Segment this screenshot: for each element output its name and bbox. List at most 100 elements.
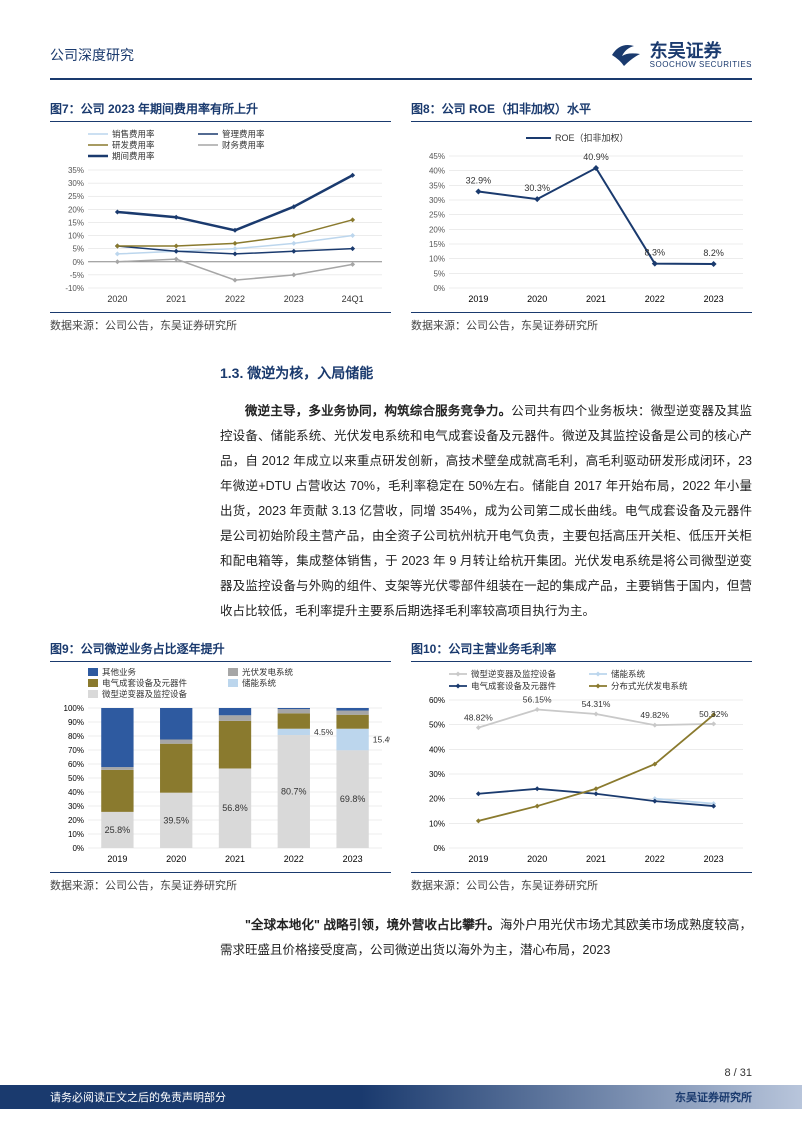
- svg-text:0%: 0%: [433, 284, 445, 293]
- svg-text:微型逆变器及监控设备: 微型逆变器及监控设备: [102, 689, 188, 699]
- svg-text:电气成套设备及元器件: 电气成套设备及元器件: [471, 681, 557, 691]
- svg-text:10%: 10%: [429, 819, 445, 828]
- svg-text:2023: 2023: [343, 854, 363, 864]
- svg-text:48.82%: 48.82%: [464, 713, 493, 723]
- svg-text:5%: 5%: [72, 245, 84, 254]
- svg-text:30%: 30%: [68, 802, 84, 811]
- figure-10: 图10：公司主营业务毛利率 微型逆变器及监控设备 储能系统电气成套设备及元器件 分布…: [411, 640, 752, 893]
- svg-text:90%: 90%: [68, 718, 84, 727]
- svg-text:56.15%: 56.15%: [523, 694, 552, 704]
- svg-text:25.8%: 25.8%: [105, 825, 131, 835]
- svg-text:光伏发电系统: 光伏发电系统: [242, 668, 294, 677]
- brand-logo: 东吴证券 SOOCHOW SECURITIES: [610, 40, 752, 70]
- svg-text:8.2%: 8.2%: [703, 248, 724, 258]
- figure-10-source: 数据来源：公司公告，东吴证券研究所: [411, 872, 752, 893]
- svg-text:56.8%: 56.8%: [222, 803, 248, 813]
- svg-text:储能系统: 储能系统: [242, 678, 277, 688]
- svg-text:24Q1: 24Q1: [342, 294, 364, 304]
- svg-text:35%: 35%: [68, 166, 84, 175]
- svg-text:0%: 0%: [72, 258, 84, 267]
- figure-10-title: 图10：公司主营业务毛利率: [411, 640, 752, 662]
- svg-text:管理费用率: 管理费用率: [222, 129, 265, 139]
- svg-text:2020: 2020: [527, 854, 547, 864]
- svg-text:期间费用率: 期间费用率: [112, 151, 155, 161]
- svg-text:30%: 30%: [68, 179, 84, 188]
- svg-text:财务费用率: 财务费用率: [222, 140, 265, 150]
- svg-text:0%: 0%: [433, 844, 445, 853]
- brand-name-cn: 东吴证券: [650, 42, 752, 60]
- svg-text:80.7%: 80.7%: [281, 787, 307, 797]
- svg-text:2022: 2022: [645, 854, 665, 864]
- svg-text:其他业务: 其他业务: [102, 668, 137, 677]
- footer-disclaimer: 请务必阅读正文之后的免责声明部分: [50, 1089, 226, 1105]
- svg-text:ROE（扣非加权）: ROE（扣非加权）: [555, 132, 629, 143]
- svg-text:60%: 60%: [68, 760, 84, 769]
- svg-text:20%: 20%: [429, 795, 445, 804]
- svg-text:-10%: -10%: [65, 284, 84, 293]
- svg-text:20%: 20%: [68, 205, 84, 214]
- section-1-3-para-1: 微逆主导，多业务协同，构筑综合服务竞争力。公司共有四个业务板块：微型逆变器及其监…: [220, 399, 752, 624]
- svg-text:20%: 20%: [68, 816, 84, 825]
- svg-text:2022: 2022: [284, 854, 304, 864]
- figure-8-title: 图8：公司 ROE（扣非加权）水平: [411, 100, 752, 122]
- figure-9-title: 图9：公司微逆业务占比逐年提升: [50, 640, 391, 662]
- page-footer: 8 / 31 请务必阅读正文之后的免责声明部分 东吴证券研究所: [0, 1067, 802, 1109]
- svg-text:50%: 50%: [68, 774, 84, 783]
- svg-text:5%: 5%: [433, 269, 445, 278]
- brand-logo-icon: [610, 40, 644, 70]
- svg-text:销售费用率: 销售费用率: [112, 129, 155, 139]
- doc-title: 公司深度研究: [50, 45, 134, 65]
- svg-text:69.8%: 69.8%: [340, 794, 366, 804]
- svg-text:微型逆变器及监控设备: 微型逆变器及监控设备: [471, 669, 557, 679]
- svg-text:100%: 100%: [64, 704, 84, 713]
- svg-text:10%: 10%: [68, 830, 84, 839]
- svg-text:2019: 2019: [468, 294, 488, 304]
- svg-text:40%: 40%: [429, 745, 445, 754]
- svg-text:15%: 15%: [68, 218, 84, 227]
- svg-text:2021: 2021: [586, 294, 606, 304]
- figure-9: 图9：公司微逆业务占比逐年提升 其他业务 光伏发电系统电气成套设备及元器件 储能系统…: [50, 640, 391, 893]
- svg-text:2019: 2019: [107, 854, 127, 864]
- svg-text:储能系统: 储能系统: [611, 669, 646, 679]
- svg-text:50.32%: 50.32%: [699, 709, 728, 719]
- para-2-lead: "全球本地化" 战略引领，境外营收占比攀升。: [245, 918, 500, 932]
- svg-text:50%: 50%: [429, 721, 445, 730]
- svg-text:2021: 2021: [586, 854, 606, 864]
- svg-text:40%: 40%: [429, 167, 445, 176]
- svg-text:-5%: -5%: [70, 271, 84, 280]
- svg-text:2022: 2022: [645, 294, 665, 304]
- svg-text:2023: 2023: [704, 854, 724, 864]
- brand-name-en: SOOCHOW SECURITIES: [650, 60, 752, 69]
- svg-text:54.31%: 54.31%: [582, 699, 611, 709]
- svg-text:40.9%: 40.9%: [583, 152, 609, 162]
- svg-text:39.5%: 39.5%: [163, 815, 189, 825]
- section-1-3-para-2: "全球本地化" 战略引领，境外营收占比攀升。海外户用光伏市场尤其欧美市场成熟度较…: [220, 913, 752, 963]
- svg-text:70%: 70%: [68, 746, 84, 755]
- page-header: 公司深度研究 东吴证券 SOOCHOW SECURITIES: [50, 40, 752, 80]
- svg-text:2023: 2023: [284, 294, 304, 304]
- svg-text:研发费用率: 研发费用率: [112, 140, 155, 150]
- para-1-lead: 微逆主导，多业务协同，构筑综合服务竞争力。: [245, 404, 511, 418]
- section-1-3-heading: 1.3. 微逆为核，入局储能: [220, 363, 752, 383]
- svg-text:30%: 30%: [429, 196, 445, 205]
- page-number: 8 / 31: [0, 1067, 802, 1079]
- svg-text:电气成套设备及元器件: 电气成套设备及元器件: [102, 678, 188, 688]
- svg-text:10%: 10%: [429, 255, 445, 264]
- svg-text:2023: 2023: [704, 294, 724, 304]
- figure-8: 图8：公司 ROE（扣非加权）水平 ROE（扣非加权）0%5%10%15%20%…: [411, 100, 752, 333]
- svg-text:25%: 25%: [429, 211, 445, 220]
- svg-text:4.5%: 4.5%: [314, 727, 334, 737]
- svg-text:40%: 40%: [68, 788, 84, 797]
- footer-institute: 东吴证券研究所: [675, 1089, 752, 1105]
- para-1-body: 公司共有四个业务板块：微型逆变器及其监控设备、储能系统、光伏发电系统和电气成套设…: [220, 404, 752, 618]
- svg-text:2020: 2020: [107, 294, 127, 304]
- figure-7: 图7：公司 2023 年期间费用率有所上升 销售费用率管理费用率研发费用率财务费…: [50, 100, 391, 333]
- svg-text:2021: 2021: [225, 854, 245, 864]
- svg-text:32.9%: 32.9%: [466, 175, 492, 185]
- svg-text:2020: 2020: [166, 854, 186, 864]
- svg-text:2019: 2019: [468, 854, 488, 864]
- svg-text:80%: 80%: [68, 732, 84, 741]
- svg-text:分布式光伏发电系统: 分布式光伏发电系统: [611, 681, 688, 691]
- svg-text:60%: 60%: [429, 696, 445, 705]
- figure-9-source: 数据来源：公司公告，东吴证券研究所: [50, 872, 391, 893]
